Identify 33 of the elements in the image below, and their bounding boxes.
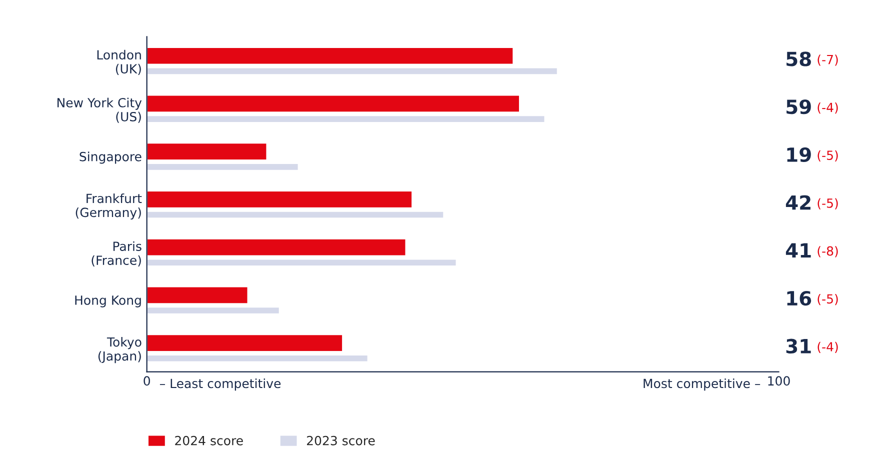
text: (-5): [818, 198, 838, 210]
x-tick-label: 100: [768, 376, 790, 386]
legend-label: 2024 score: [175, 436, 243, 446]
text: (-7): [818, 54, 838, 66]
data-label: 16: [787, 290, 812, 306]
data-label: 19: [787, 147, 811, 162]
text: (-5): [818, 294, 838, 306]
x-tick-label: 0: [144, 376, 150, 386]
text: (-4): [818, 342, 838, 353]
y-tick-label: Frankfurt (Germany): [76, 193, 142, 220]
y-tick-label: New York City (US): [58, 98, 142, 123]
y-tick-label: Singapore: [80, 152, 142, 164]
text: Most competitive –: [644, 378, 760, 391]
data-label: 31: [786, 338, 811, 354]
bar: [146, 238, 407, 257]
legend-label: 2023 score: [306, 436, 375, 446]
data-label: 42: [786, 195, 810, 210]
bar: [146, 94, 520, 114]
bar: [146, 66, 558, 76]
text: – Least competitive: [160, 378, 281, 391]
bar: [146, 114, 546, 124]
y-tick-label: Tokyo (Japan): [98, 337, 142, 364]
text: (-4): [818, 102, 838, 114]
data-label: 41: [786, 243, 811, 258]
data-label: 59: [786, 99, 811, 114]
text: (-5): [818, 150, 838, 162]
y-tick-label: London (UK): [97, 50, 141, 75]
data-label: 58: [786, 52, 811, 66]
bar: [146, 258, 458, 267]
y-tick-label: Paris (France): [92, 241, 142, 266]
text: (-8): [818, 246, 838, 258]
y-tick-label: Hong Kong: [75, 296, 141, 308]
bar: [146, 46, 514, 66]
